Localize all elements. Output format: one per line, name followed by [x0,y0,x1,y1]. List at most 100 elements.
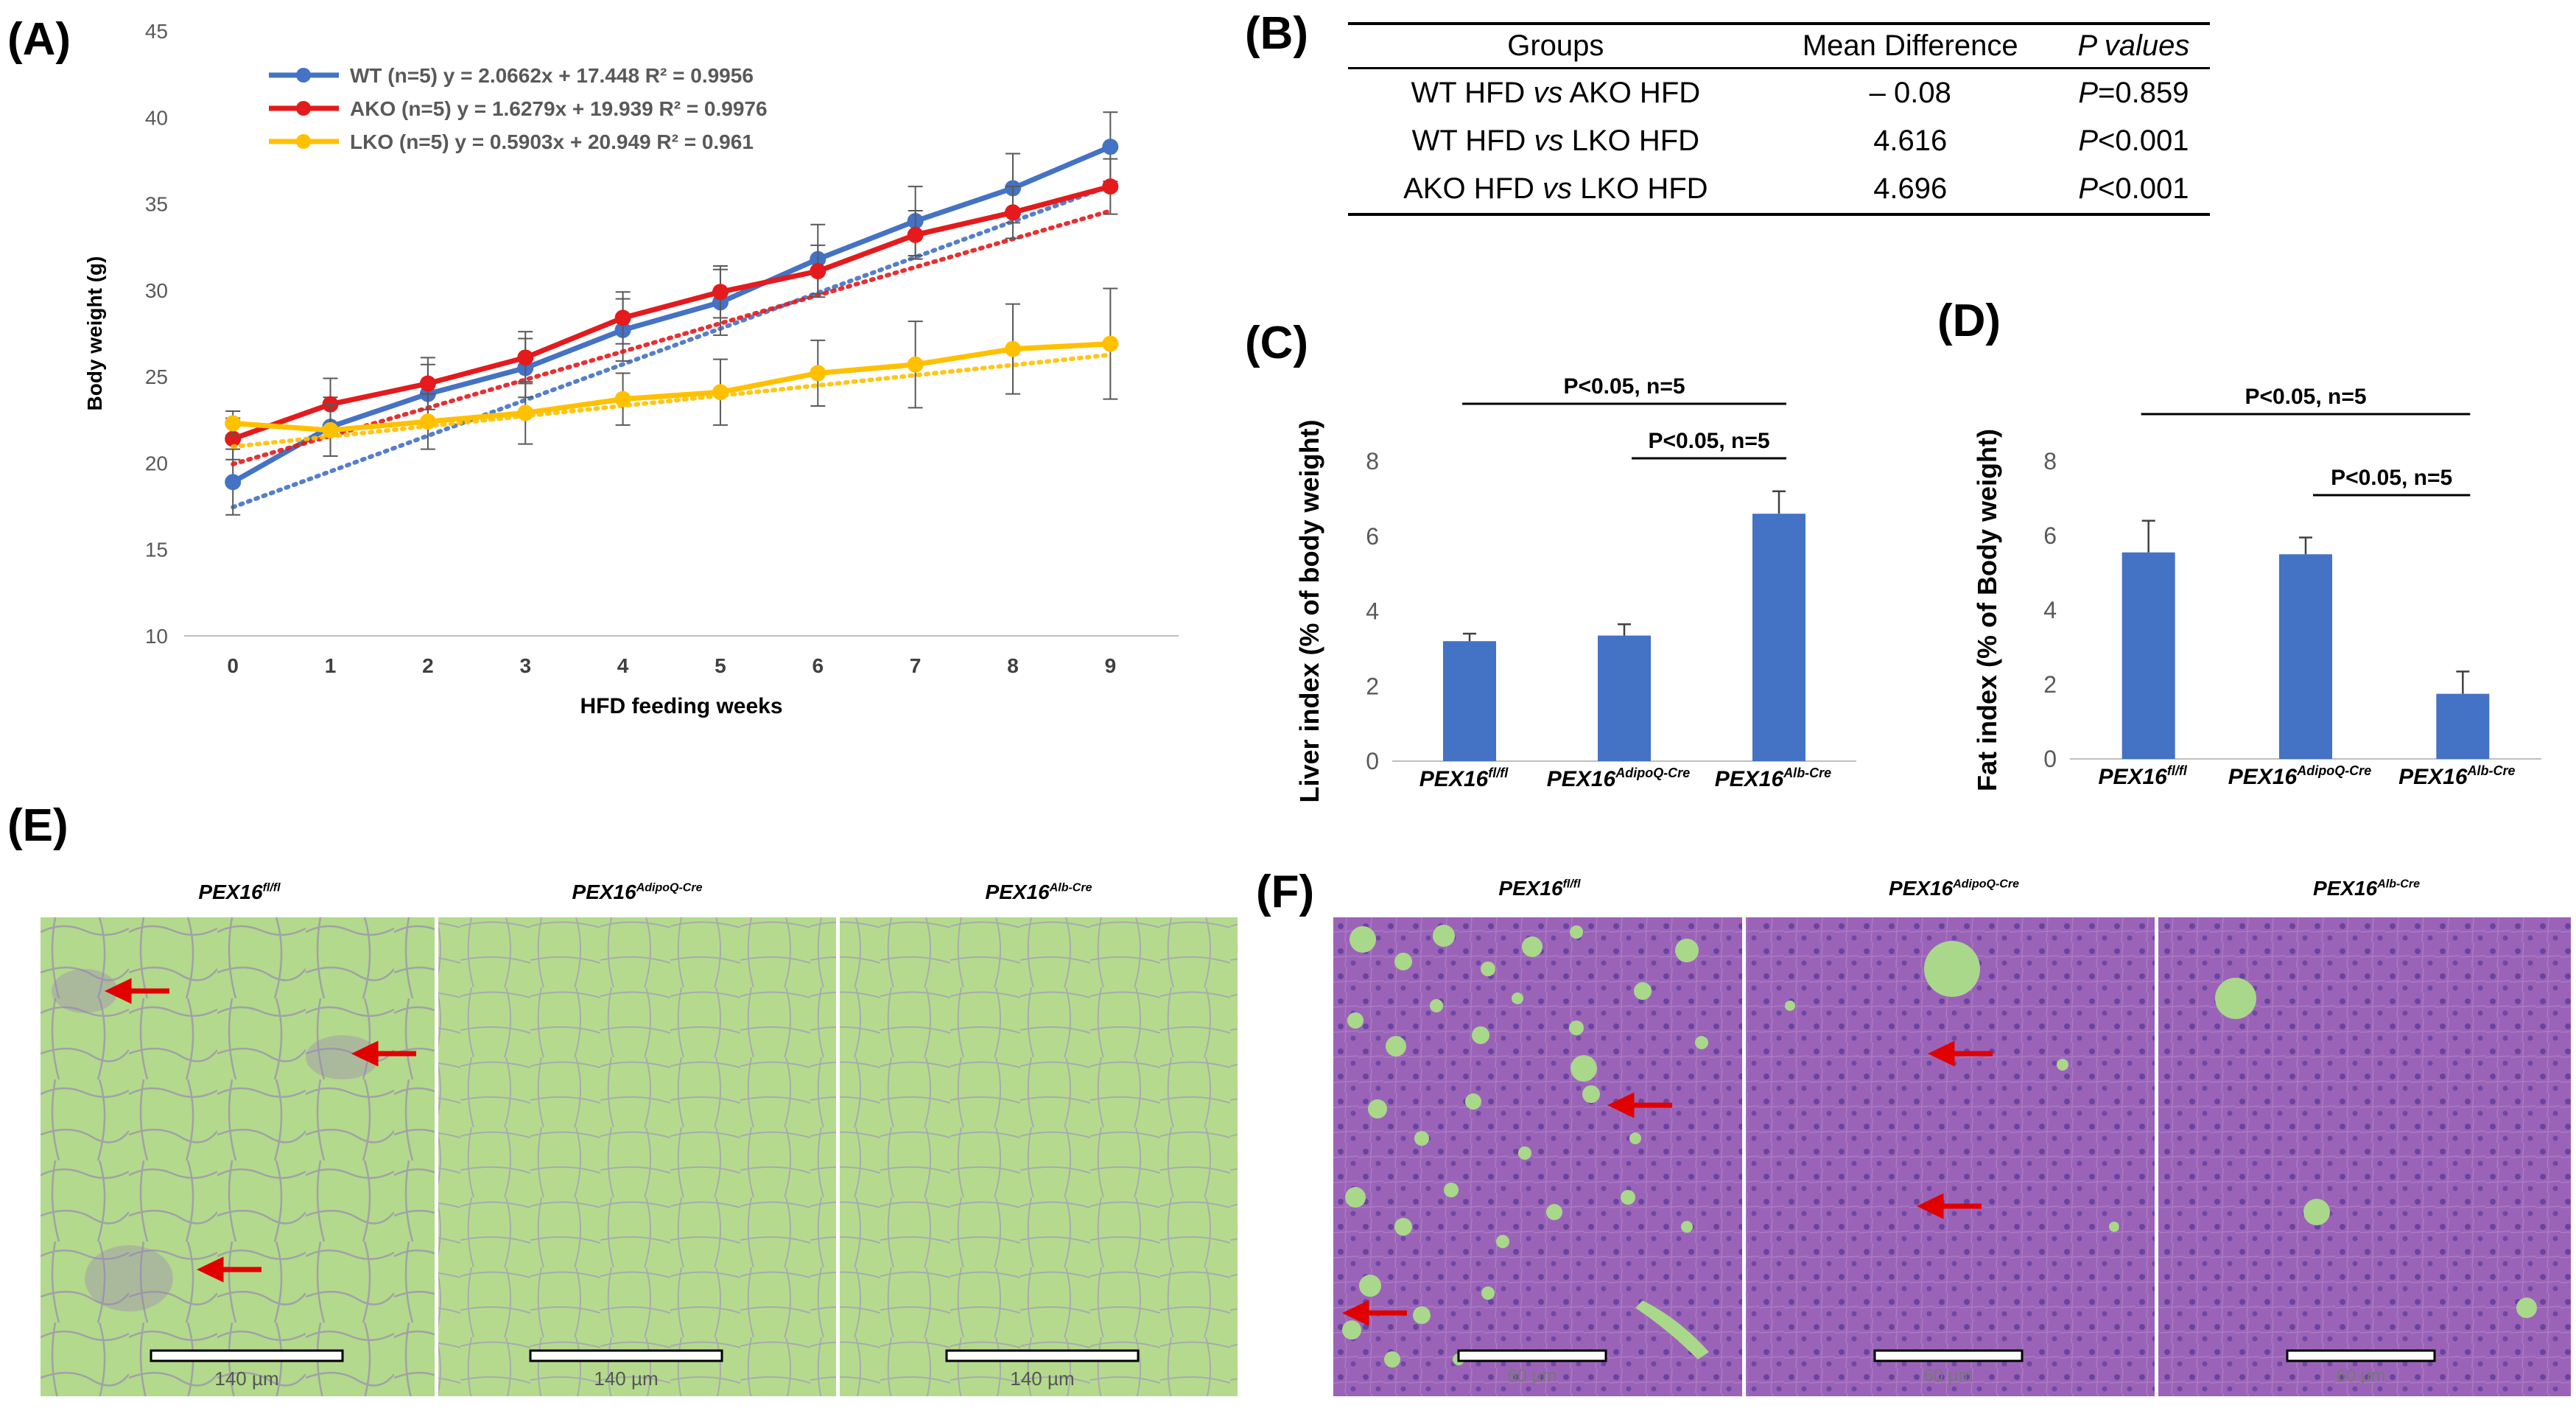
scale-bar [150,1349,344,1362]
red-arrow-icon [104,978,169,1004]
cell-p-value: P<0.001 [2057,165,2210,216]
cell-mean-difference: 4.696 [1763,165,2057,216]
histology-f-title-flfl: PEX16fl/fl [1498,877,1581,900]
bar [2436,693,2490,759]
significance-label: P<0.05, n=5 [1563,374,1685,399]
x-tick-label: 6 [813,654,824,677]
panel-label-a: (A) [7,14,71,65]
y-tick-label: 8 [2043,448,2057,475]
trendline-1 [231,209,1113,466]
legend-swatch-marker [296,68,311,83]
y-tick-label: 6 [2043,522,2057,549]
legend-swatch-marker [296,101,311,116]
significance-label: P<0.05, n=5 [1648,429,1769,453]
cell-mean-difference: – 0.08 [1869,77,1951,109]
scale-bar [529,1349,723,1362]
panel-label-b: (B) [1245,8,1309,59]
data-point [1005,204,1021,221]
histology-f-image-adipoq [1746,917,2155,1396]
significance-label: P<0.05, n=5 [2245,385,2366,409]
histology-e-image-flfl [41,917,435,1396]
y-tick-label: 35 [145,193,168,216]
red-arrow-icon [351,1040,416,1067]
cell-p-value: P=0.859 [2078,77,2189,109]
x-category-label: PEX16Alb-Cre [2398,763,2515,789]
legend-swatch-marker [296,134,311,149]
data-point [419,375,436,392]
data-point [614,391,631,407]
legend-entry: LKO (n=5) y = 0.5903x + 20.949 R² = 0.96… [350,130,754,153]
x-axis-title: HFD feeding weeks [580,694,782,718]
y-tick-label: 10 [145,625,168,648]
red-arrow-icon [1341,1300,1407,1326]
y-tick-label: 25 [145,365,168,388]
y-tick-label: 2 [2043,671,2057,698]
x-tick-label: 8 [1007,654,1019,677]
scale-bar [1457,1349,1607,1362]
cell-groups: WT HFD vs AKO HFD [1411,77,1701,109]
chart-d-fat-index: 0 2 4 6 8 Fat index (% of Body weight) PEX16fl… [1972,385,2541,791]
table-header-row: Groups Mean Difference P values [1348,22,2210,69]
data-point [517,349,534,366]
panel-label-d: (D) [1937,295,2001,346]
bar [1752,514,1805,761]
y-tick-label: 0 [1366,748,1379,774]
y-tick-label: 6 [1366,523,1379,550]
data-point [712,384,729,401]
cell-groups: AKO HFD vs LKO HFD [1348,165,1763,216]
y-tick-label: 4 [2043,597,2057,623]
y-tick-label: 40 [145,106,168,129]
y-tick-label: 8 [1366,448,1379,475]
bar [2121,552,2175,759]
scale-bar-label: 60 µm [1507,1366,1557,1386]
x-category-label: PEX16AdipoQ-Cre [1547,766,1690,791]
legend-entry: AKO (n=5) y = 1.6279x + 19.939 R² = 0.99… [350,97,768,120]
table-b-mean-difference: Groups Mean Difference P values WT HFD v… [1348,22,2210,216]
histology-f-liver-images: 60 µm 60 µm 60 µm [1333,917,2571,1396]
series-line-2 [232,341,1111,433]
legend-entry: WT (n=5) y = 2.0662x + 17.448 R² = 0.995… [350,64,754,87]
histology-e-adipose-images: 140 µm 140 µm 140 µm [41,917,1238,1396]
red-arrow-icon [1927,1040,1993,1067]
scale-bar-label: 140 µm [214,1368,278,1390]
x-tick-label: 3 [519,654,531,677]
scale-bar-label: 60 µm [2336,1366,2385,1386]
red-arrow-icon [1607,1092,1672,1118]
y-tick-label: 45 [145,20,168,43]
cell-mean-difference: 4.616 [1873,125,1948,157]
y-tick-label: 20 [145,452,168,475]
header-groups: Groups [1348,22,1763,69]
data-point [225,415,242,432]
scale-bar [1873,1349,2024,1362]
histology-f-title-adipoq: PEX16AdipoQ-Cre [1889,877,2019,900]
data-point [614,309,631,326]
data-point [517,405,534,421]
trendline-2 [231,352,1113,449]
scale-bar-label: 140 µm [594,1368,658,1390]
data-point [1005,340,1021,357]
data-point [322,421,339,438]
table-row: WT HFD vs LKO HFD 4.616 P<0.001 [1348,117,2210,165]
data-point [712,284,729,301]
x-category-label: PEX16Alb-Cre [1715,766,1831,791]
panel-label-e: (E) [7,800,69,851]
panel-label-f: (F) [1256,866,1315,917]
data-point [1102,178,1119,195]
x-category-label: PEX16fl/fl [1419,766,1509,791]
data-point [907,226,924,243]
y-tick-label: 30 [145,279,168,302]
scale-bar-label: 60 µm [1923,1366,1973,1386]
series-line-1 [232,183,1112,441]
bar [1443,641,1496,761]
data-point [810,365,827,382]
histology-e-image-alb [840,917,1238,1396]
histology-e-title-adipoq: PEX16AdipoQ-Cre [572,880,703,903]
significance-label: P<0.05, n=5 [2331,466,2452,490]
data-point [810,263,827,280]
red-arrow-icon [1916,1193,1982,1219]
scale-bar-label: 140 µm [1010,1368,1074,1390]
panel-label-c: (C) [1245,318,1309,368]
data-point [1102,335,1119,352]
y-axis-title: Body weight (g) [83,256,106,411]
scale-bar [945,1349,1140,1362]
